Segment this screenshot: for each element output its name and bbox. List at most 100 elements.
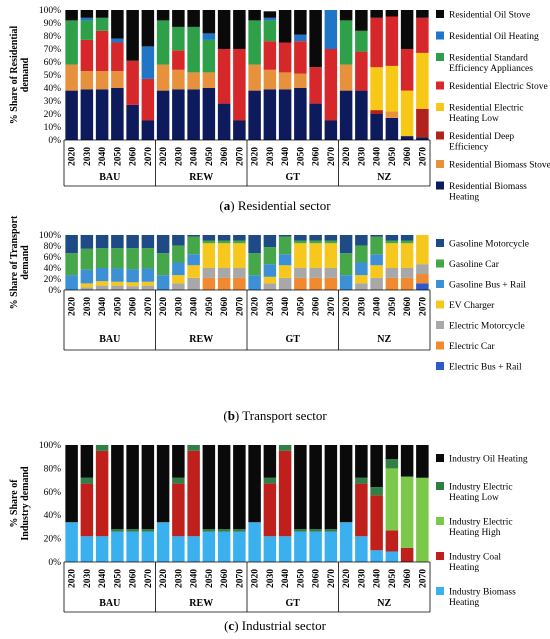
- bar-segment-industry-oil-heating: [324, 445, 338, 530]
- x-tick-label: 2020: [159, 297, 169, 316]
- bar-segment-gasoline-motorcycle: [263, 235, 277, 248]
- y-tick-label: 30%: [44, 97, 62, 107]
- bar-segment-residential-oil-stove: [126, 10, 139, 61]
- legend-label: Gasoline Car: [449, 260, 500, 270]
- group-label: BAU: [99, 334, 120, 345]
- bar-segment-electric-motorcycle: [294, 268, 307, 278]
- bar-segment-industry-oil-heating: [339, 445, 353, 523]
- caption-letter: c: [228, 618, 235, 633]
- bar-segment-industry-electric-heating-high: [400, 476, 414, 548]
- bar-segment-gasoline-car: [141, 248, 155, 269]
- bar-segment-electric-motorcycle: [324, 268, 338, 278]
- bar-segment-residential-biomass-heating: [263, 89, 277, 140]
- bar-segment-residential-standard-efficiency-appliances: [65, 20, 78, 65]
- bar-segment-industry-electric-heating-low: [126, 529, 139, 532]
- bar-segment-industry-electric-heating-low: [278, 445, 292, 451]
- bar-segment-residential-biomass-heating: [278, 89, 292, 140]
- bar-segment-gasoline-car: [355, 245, 368, 263]
- bar-segment-electric-car: [217, 277, 231, 290]
- legend-label: Residential Electric Heating Low: [449, 104, 524, 125]
- bar-segment-residential-biomass-stove: [202, 72, 216, 88]
- bar-segment-electric-motorcycle: [111, 285, 124, 290]
- y-tick-label: 20%: [44, 275, 62, 285]
- bar-segment-residential-electric-stove: [324, 49, 338, 121]
- bar-segment-industry-coal-heating: [370, 495, 383, 551]
- bar-segment-industry-electric-heating-low: [217, 529, 231, 532]
- bar-segment-gasoline-motorcycle: [339, 235, 353, 254]
- bar-segment-gasoline-motorcycle: [217, 235, 231, 241]
- bar-segment-gasoline-motorcycle: [95, 235, 109, 249]
- bar-segment-industry-biomass-heating: [202, 531, 216, 562]
- caption-text: Industrial sector: [238, 618, 326, 633]
- group-label: GT: [286, 598, 301, 609]
- legend-swatch: [436, 587, 444, 595]
- bar-segment-gasoline-motorcycle: [80, 235, 94, 249]
- bar-segment-residential-biomass-stove: [95, 71, 109, 90]
- y-tick-label: 60%: [44, 488, 62, 498]
- bar-segment-residential-biomass-heating: [126, 104, 139, 140]
- x-tick-label: 2050: [388, 569, 398, 588]
- y-tick-label: 60%: [44, 253, 62, 263]
- bar-segment-electric-motorcycle: [95, 285, 109, 290]
- bar-segment-residential-electric-stove: [385, 16, 399, 66]
- x-tick-label: 2070: [235, 297, 245, 316]
- bar-segment-industry-biomass-heating: [385, 551, 399, 562]
- bar-segment-industry-coal-heating: [400, 547, 414, 562]
- bar-segment-residential-oil-stove: [339, 10, 353, 21]
- bar-segment-residential-oil-stove: [217, 10, 231, 49]
- x-tick-label: 2040: [98, 297, 108, 316]
- bar-segment-industry-oil-heating: [172, 445, 185, 478]
- bar-segment-residential-electric-stove: [370, 17, 383, 68]
- legend-label: Industry Coal Heating: [449, 553, 501, 574]
- x-tick-label: 2020: [159, 147, 169, 166]
- legend-label: Industry Oil Heating: [449, 455, 528, 465]
- bar-segment-residential-oil-heating: [111, 38, 124, 43]
- x-tick-label: 2030: [83, 297, 93, 316]
- bar-segment-residential-oil-heating: [324, 10, 338, 49]
- caption-transport: (b) Transport sector: [223, 408, 327, 423]
- bar-segment-industry-biomass-heating: [278, 536, 292, 562]
- bar-segment-electric-car: [294, 277, 307, 290]
- x-tick-label: 2070: [418, 569, 428, 588]
- bar-segment-residential-biomass-heating: [233, 120, 246, 140]
- bar-segment-residential-biomass-stove: [172, 69, 185, 90]
- bar-segment-electric-car: [202, 277, 216, 290]
- bar-segment-residential-oil-stove: [294, 10, 307, 35]
- bar-segment-ev-charger: [385, 243, 399, 268]
- bar-segment-industry-electric-heating-low: [263, 477, 277, 484]
- bar-segment-gasoline-car: [278, 236, 292, 255]
- bar-segment-residential-biomass-stove: [385, 111, 399, 118]
- bar-segment-industry-oil-heating: [370, 445, 383, 488]
- bar-segment-gasoline-motorcycle: [141, 235, 155, 249]
- group-label: BAU: [99, 172, 120, 183]
- bar-segment-electric-car: [385, 277, 399, 290]
- bar-segment-industry-biomass-heating: [339, 522, 353, 562]
- bar-segment-gasoline-motorcycle: [202, 235, 216, 241]
- bar-segment-industry-oil-heating: [294, 445, 307, 530]
- bar-segment-residential-biomass-stove: [80, 71, 94, 90]
- bar-segment-industry-coal-heating: [355, 483, 368, 537]
- bar-segment-industry-oil-heating: [156, 445, 170, 523]
- bar-segment-gasoline-bus-rail: [248, 275, 261, 290]
- bar-segment-gasoline-car: [324, 240, 338, 244]
- bar-segment-gasoline-motorcycle: [278, 235, 292, 237]
- bar-segment-electric-car: [309, 277, 322, 290]
- bar-segment-residential-biomass-heating: [339, 90, 353, 140]
- bar-segment-gasoline-motorcycle: [294, 235, 307, 241]
- y-tick-label: 70%: [44, 45, 62, 55]
- x-tick-label: 2050: [296, 147, 306, 166]
- x-tick-label: 2030: [266, 147, 276, 166]
- x-tick-label: 2040: [281, 147, 291, 166]
- bar-segment-industry-biomass-heating: [248, 522, 261, 562]
- bar-segment-electric-motorcycle: [263, 283, 277, 290]
- x-tick-label: 2050: [113, 569, 123, 588]
- x-tick-label: 2070: [144, 569, 154, 588]
- bar-segment-residential-electric-stove: [126, 60, 139, 105]
- x-tick-label: 2060: [220, 147, 230, 166]
- bar-segment-gasoline-car: [385, 240, 399, 244]
- bar-segment-gasoline-car: [202, 240, 216, 244]
- bar-segment-gasoline-car: [309, 240, 322, 244]
- bar-segment-residential-electric-heating-low: [400, 90, 414, 137]
- bar-segment-residential-biomass-stove: [65, 64, 78, 91]
- bar-segment-residential-biomass-stove: [294, 73, 307, 88]
